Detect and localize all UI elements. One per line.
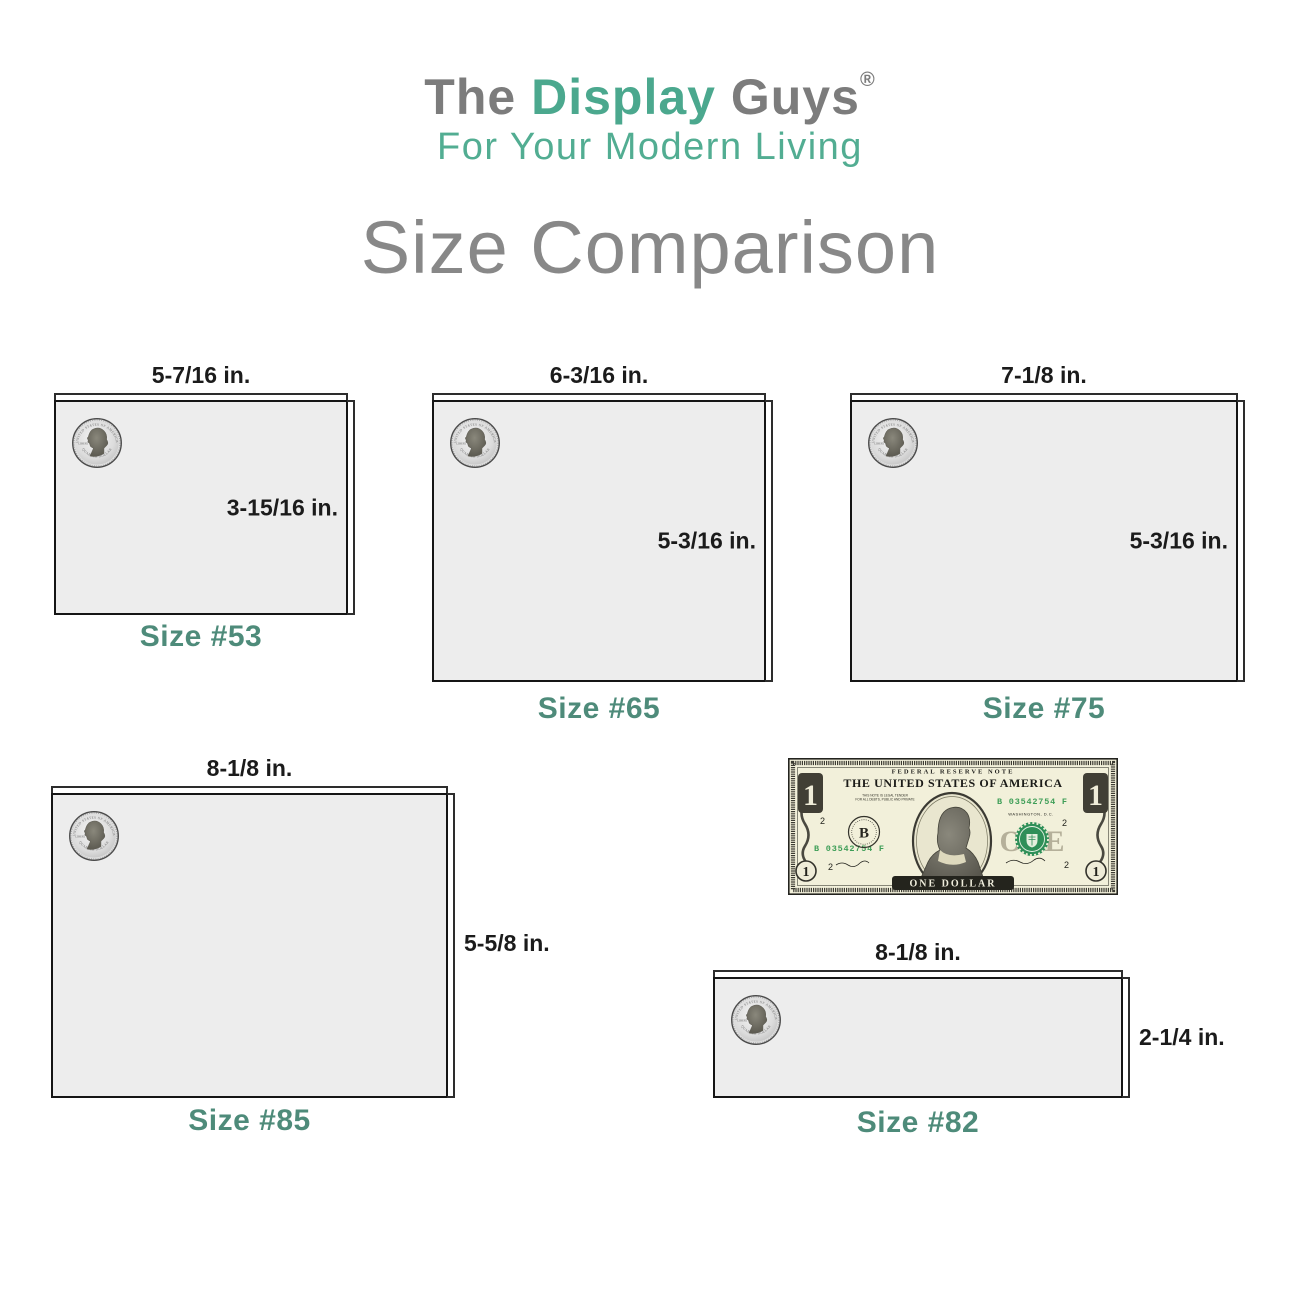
corner-ornament [795,860,817,882]
corner-ornament [798,773,823,813]
panel-rect [713,977,1123,1098]
registered-mark: ® [859,69,876,91]
legal-tender-text: FOR ALL DEBTS, PUBLIC AND PRIVATE [855,798,914,802]
corner-numeral: 1 [1088,779,1103,812]
district-number: 2 [820,816,825,826]
size-name-label: Size #82 [856,1106,980,1139]
height-label: 5-3/16 in. [657,527,756,554]
washington-dc-text: WASHINGTON, D.C. [1008,812,1054,817]
corner-ornament [1085,860,1107,882]
corner-numeral: 1 [1093,865,1100,880]
brand-header: The Display Guys® For Your Modern Living [0,70,1300,167]
one-dollar-text: ONE DOLLAR [910,879,997,890]
district-number: 2 [1064,860,1069,870]
quarter-coin-icon [730,994,782,1046]
height-dimension-line [1237,400,1245,682]
width-label: 8-1/8 in. [206,755,293,781]
height-label: 5-5/8 in. [464,930,550,956]
corner-numeral: 1 [803,779,818,812]
width-dimension-line [54,393,348,403]
width-dimension-line [432,393,766,403]
one-dollar-bill-image: 1 1 1 1 FEDERAL RESERVE NOTE THE UNITED … [788,758,1118,895]
size-name-label: Size #53 [139,620,263,653]
legal-tender-text: THIS NOTE IS LEGAL TENDER [862,794,909,798]
size-name-label: Size #75 [982,692,1106,725]
one-dollar-banner: ONE DOLLAR [892,876,1014,890]
united-states-title-text: THE UNITED STATES OF AMERICA [843,776,1062,790]
brand-word-display: Display [531,69,716,125]
quarter-coin-icon [68,810,120,862]
size-name-label: Size #65 [537,692,661,725]
height-dimension-line [765,400,773,682]
secretary-signature [1005,857,1046,864]
brand-logo: The Display Guys® [0,70,1300,124]
panel-rect [51,793,448,1098]
federal-reserve-note-text: FEDERAL RESERVE NOTE [892,769,1015,776]
width-label: 5-7/16 in. [151,362,251,388]
district-seal [847,815,881,849]
panel-rect: 5-3/16 in. [850,400,1238,682]
height-label: 2-1/4 in. [1139,1024,1225,1050]
treasury-seal [1015,822,1049,856]
panel-rect: 3-15/16 in. [54,400,348,615]
corner-numeral: 1 [803,865,810,880]
height-dimension-line [347,400,355,615]
brand-word-guys: Guys [730,69,860,125]
washington-portrait [911,791,993,891]
serial-number: B 03542754 F [997,797,1068,807]
district-number: 2 [1062,818,1067,828]
quarter-coin-icon [449,417,501,469]
height-dimension-line [1122,977,1130,1098]
page-title: Size Comparison [360,206,940,289]
panel-rect: 5-3/16 in. [432,400,766,682]
width-label: 8-1/8 in. [875,939,961,965]
width-dimension-line [713,970,1123,980]
height-label: 5-3/16 in. [1129,527,1228,554]
brand-word-the: The [424,69,517,125]
width-label: 6-3/16 in. [549,362,649,388]
corner-ornament [1083,773,1108,813]
width-label: 7-1/8 in. [1001,362,1087,388]
district-number: 2 [828,862,833,872]
treasurer-signature [835,860,870,867]
size-name-label: Size #85 [188,1104,311,1137]
quarter-coin-icon [867,417,919,469]
width-dimension-line [51,786,448,796]
height-label: 3-15/16 in. [226,494,338,520]
quarter-coin-icon [71,417,123,469]
district-letter: B [859,826,869,842]
brand-tagline: For Your Modern Living [437,125,863,168]
width-dimension-line [850,393,1238,403]
height-dimension-line [447,793,455,1098]
serial-number: B 03542754 F [814,844,885,854]
